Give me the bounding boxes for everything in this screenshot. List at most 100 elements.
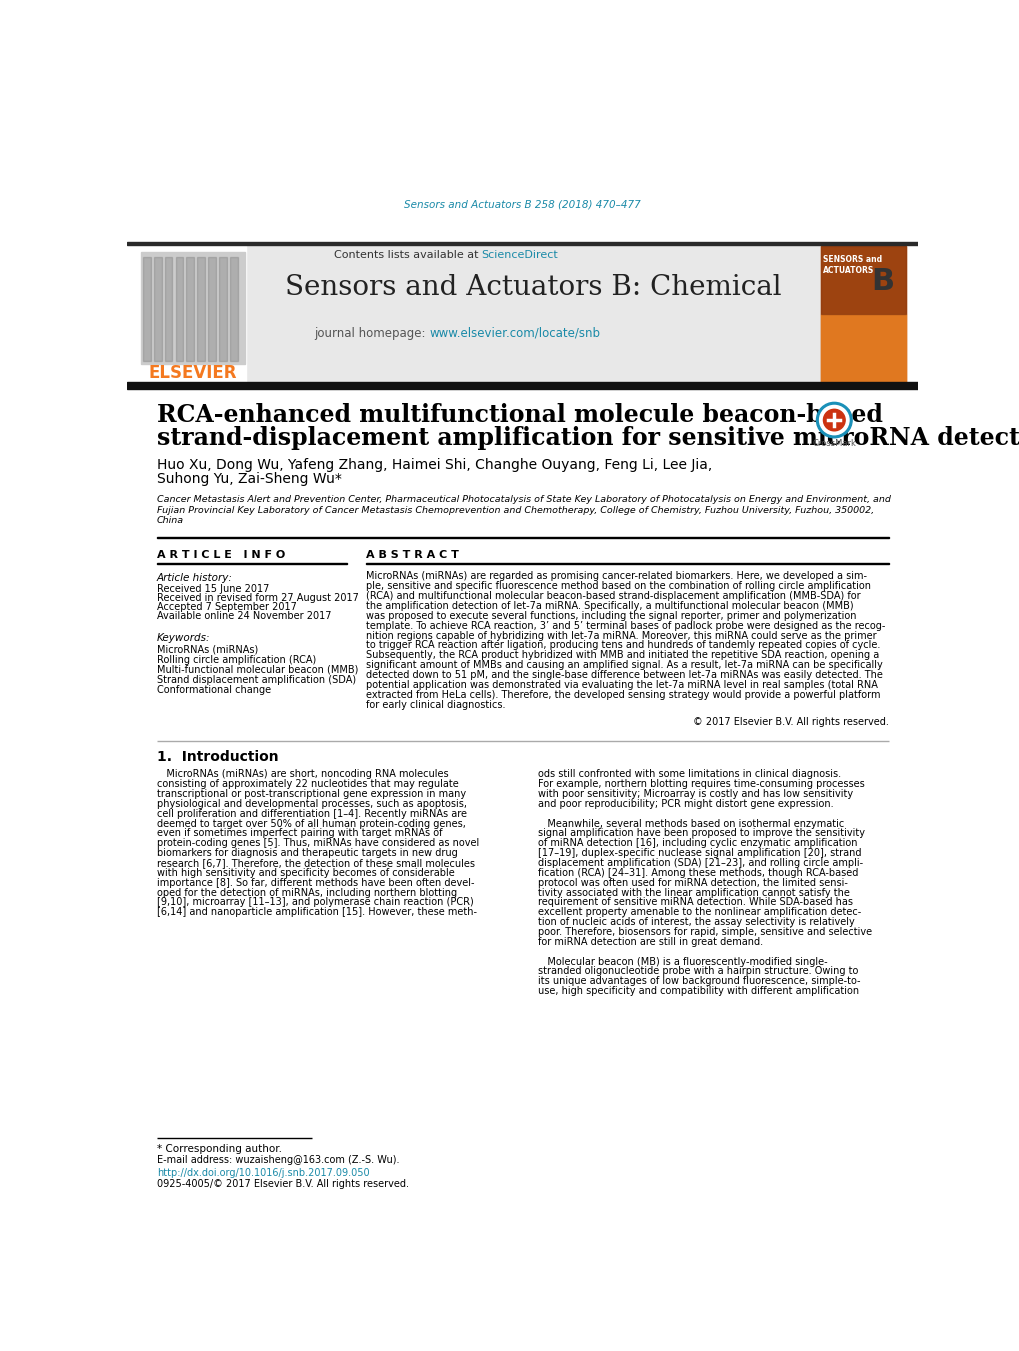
Bar: [219, 257, 226, 361]
Circle shape: [822, 409, 845, 431]
Text: was proposed to execute several functions, including the signal reporter, primer: was proposed to execute several function…: [366, 611, 856, 621]
Text: cell proliferation and differentiation [1–4]. Recently miRNAs are: cell proliferation and differentiation […: [157, 809, 467, 819]
Text: template. To achieve RCA reaction, 3’ and 5’ terminal bases of padlock probe wer: template. To achieve RCA reaction, 3’ an…: [366, 620, 884, 631]
Text: Multi-functional molecular beacon (MMB): Multi-functional molecular beacon (MMB): [157, 665, 358, 674]
Text: A B S T R A C T: A B S T R A C T: [366, 550, 459, 559]
Text: displacement amplification (SDA) [21–23], and rolling circle ampli-: displacement amplification (SDA) [21–23]…: [538, 858, 862, 867]
Text: research [6,7]. Therefore, the detection of these small molecules: research [6,7]. Therefore, the detection…: [157, 858, 475, 867]
Text: Cancer Metastasis Alert and Prevention Center, Pharmaceutical Photocatalysis of : Cancer Metastasis Alert and Prevention C…: [157, 494, 890, 504]
Text: the amplification detection of let-7a miRNA. Specifically, a multifunctional mol: the amplification detection of let-7a mi…: [366, 601, 853, 611]
Bar: [175, 257, 183, 361]
Text: strand-displacement amplification for sensitive microRNA detection: strand-displacement amplification for se…: [157, 426, 1019, 450]
Text: [17–19], duplex-specific nuclease signal amplification [20], strand: [17–19], duplex-specific nuclease signal…: [538, 848, 861, 858]
Text: © 2017 Elsevier B.V. All rights reserved.: © 2017 Elsevier B.V. All rights reserved…: [692, 717, 888, 727]
Bar: [186, 257, 194, 361]
Text: China: China: [157, 516, 183, 524]
Text: oped for the detection of miRNAs, including northern blotting: oped for the detection of miRNAs, includ…: [157, 888, 457, 897]
Text: and poor reproducibility; PCR might distort gene expression.: and poor reproducibility; PCR might dist…: [538, 798, 834, 809]
Text: detected down to 51 pM, and the single-base difference between let-7a miRNAs was: detected down to 51 pM, and the single-b…: [366, 670, 882, 680]
Text: importance [8]. So far, different methods have been often devel-: importance [8]. So far, different method…: [157, 878, 474, 888]
Text: Sensors and Actuators B: Chemical: Sensors and Actuators B: Chemical: [285, 274, 782, 301]
Text: Received 15 June 2017: Received 15 June 2017: [157, 584, 269, 593]
Text: tivity associated with the linear amplification cannot satisfy the: tivity associated with the linear amplif…: [538, 888, 849, 897]
Text: A R T I C L E   I N F O: A R T I C L E I N F O: [157, 550, 285, 559]
Text: deemed to target over 50% of all human protein-coding genes,: deemed to target over 50% of all human p…: [157, 819, 466, 828]
Text: MicroRNAs (miRNAs): MicroRNAs (miRNAs): [157, 644, 258, 654]
Text: Received in revised form 27 August 2017: Received in revised form 27 August 2017: [157, 593, 359, 603]
Text: tion of nucleic acids of interest, the assay selectivity is relatively: tion of nucleic acids of interest, the a…: [538, 917, 854, 927]
Text: journal homepage:: journal homepage:: [314, 327, 429, 339]
Text: with high sensitivity and specificity becomes of considerable: with high sensitivity and specificity be…: [157, 867, 454, 878]
Text: Rolling circle amplification (RCA): Rolling circle amplification (RCA): [157, 654, 316, 665]
Text: Molecular beacon (MB) is a fluorescently-modified single-: Molecular beacon (MB) is a fluorescently…: [538, 957, 827, 966]
Text: www.elsevier.com/locate/snb: www.elsevier.com/locate/snb: [429, 327, 600, 339]
Text: Suhong Yu, Zai-Sheng Wu*: Suhong Yu, Zai-Sheng Wu*: [157, 473, 341, 486]
Circle shape: [819, 405, 848, 435]
Bar: [197, 257, 205, 361]
Text: protein-coding genes [5]. Thus, miRNAs have considered as novel: protein-coding genes [5]. Thus, miRNAs h…: [157, 838, 479, 848]
Text: of miRNA detection [16], including cyclic enzymatic amplification: of miRNA detection [16], including cycli…: [538, 838, 857, 848]
Bar: [820, 246, 906, 384]
Text: Sensors and Actuators B 258 (2018) 470–477: Sensors and Actuators B 258 (2018) 470–4…: [404, 200, 641, 209]
Bar: [141, 253, 245, 363]
Text: excellent property amenable to the nonlinear amplification detec-: excellent property amenable to the nonli…: [538, 908, 861, 917]
Text: Article history:: Article history:: [157, 573, 232, 582]
Text: biomarkers for diagnosis and therapeutic targets in new drug: biomarkers for diagnosis and therapeutic…: [157, 848, 458, 858]
Text: 1.  Introduction: 1. Introduction: [157, 750, 278, 765]
Circle shape: [815, 403, 851, 438]
Bar: [143, 257, 151, 361]
Text: B: B: [871, 267, 894, 296]
Text: 0925-4005/© 2017 Elsevier B.V. All rights reserved.: 0925-4005/© 2017 Elsevier B.V. All right…: [157, 1179, 409, 1189]
Bar: [820, 313, 906, 384]
Text: MicroRNAs (miRNAs) are short, noncoding RNA molecules: MicroRNAs (miRNAs) are short, noncoding …: [157, 769, 448, 780]
Text: ELSEVIER: ELSEVIER: [148, 365, 236, 382]
Text: signal amplification have been proposed to improve the sensitivity: signal amplification have been proposed …: [538, 828, 864, 839]
Text: for miRNA detection are still in great demand.: for miRNA detection are still in great d…: [538, 936, 762, 947]
Text: (RCA) and multifunctional molecular beacon-based strand-displacement amplificati: (RCA) and multifunctional molecular beac…: [366, 592, 860, 601]
Text: ods still confronted with some limitations in clinical diagnosis.: ods still confronted with some limitatio…: [538, 769, 841, 780]
Text: transcriptional or post-transcriptional gene expression in many: transcriptional or post-transcriptional …: [157, 789, 466, 798]
Text: consisting of approximately 22 nucleotides that may regulate: consisting of approximately 22 nucleotid…: [157, 780, 459, 789]
Text: requirement of sensitive miRNA detection. While SDA-based has: requirement of sensitive miRNA detection…: [538, 897, 853, 908]
Text: * Corresponding author.: * Corresponding author.: [157, 1144, 281, 1154]
Text: fication (RCA) [24–31]. Among these methods, though RCA-based: fication (RCA) [24–31]. Among these meth…: [538, 867, 858, 878]
Text: with poor sensitivity; Microarray is costly and has low sensitivity: with poor sensitivity; Microarray is cos…: [538, 789, 853, 798]
Bar: [127, 382, 917, 389]
Text: Huo Xu, Dong Wu, Yafeng Zhang, Haimei Shi, Changhe Ouyang, Feng Li, Lee Jia,: Huo Xu, Dong Wu, Yafeng Zhang, Haimei Sh…: [157, 458, 711, 471]
Text: potential application was demonstrated via evaluating the let-7a miRNA level in : potential application was demonstrated v…: [366, 680, 877, 690]
Text: MicroRNAs (miRNAs) are regarded as promising cancer-related biomarkers. Here, we: MicroRNAs (miRNAs) are regarded as promi…: [366, 571, 866, 581]
Text: stranded oligonucleotide probe with a hairpin structure. Owing to: stranded oligonucleotide probe with a ha…: [538, 966, 858, 977]
Bar: [164, 257, 172, 361]
Text: E-mail address: wuzaisheng@163.com (Z.-S. Wu).: E-mail address: wuzaisheng@163.com (Z.-S…: [157, 1155, 399, 1165]
Text: Strand displacement amplification (SDA): Strand displacement amplification (SDA): [157, 674, 356, 685]
Text: for early clinical diagnostics.: for early clinical diagnostics.: [366, 700, 505, 709]
Text: physiological and developmental processes, such as apoptosis,: physiological and developmental processe…: [157, 798, 467, 809]
Text: RCA-enhanced multifunctional molecule beacon-based: RCA-enhanced multifunctional molecule be…: [157, 403, 882, 427]
Bar: [820, 246, 906, 313]
Text: nition regions capable of hybridizing with let-7a miRNA. Moreover, this miRNA co: nition regions capable of hybridizing wi…: [366, 631, 876, 640]
Text: poor. Therefore, biosensors for rapid, simple, sensitive and selective: poor. Therefore, biosensors for rapid, s…: [538, 927, 871, 938]
Bar: [154, 257, 161, 361]
Text: significant amount of MMBs and causing an amplified signal. As a result, let-7a : significant amount of MMBs and causing a…: [366, 661, 882, 670]
Bar: [127, 242, 917, 245]
Text: CrossMark: CrossMark: [811, 439, 855, 447]
Text: Contents lists available at: Contents lists available at: [333, 250, 481, 259]
Text: Meanwhile, several methods based on isothermal enzymatic: Meanwhile, several methods based on isot…: [538, 819, 844, 828]
Text: ple, sensitive and specific fluorescence method based on the combination of roll: ple, sensitive and specific fluorescence…: [366, 581, 870, 592]
Text: Accepted 7 September 2017: Accepted 7 September 2017: [157, 603, 297, 612]
Bar: [208, 257, 216, 361]
Text: For example, northern blotting requires time-consuming processes: For example, northern blotting requires …: [538, 780, 864, 789]
Text: extracted from HeLa cells). Therefore, the developed sensing strategy would prov: extracted from HeLa cells). Therefore, t…: [366, 689, 879, 700]
Text: Conformational change: Conformational change: [157, 685, 271, 694]
Text: Subsequently, the RCA product hybridized with MMB and initiated the repetitive S: Subsequently, the RCA product hybridized…: [366, 650, 878, 661]
Text: ScienceDirect: ScienceDirect: [481, 250, 557, 259]
Text: even if sometimes imperfect pairing with target mRNAs of: even if sometimes imperfect pairing with…: [157, 828, 442, 839]
Bar: [229, 257, 237, 361]
Text: protocol was often used for miRNA detection, the limited sensi-: protocol was often used for miRNA detect…: [538, 878, 847, 888]
Text: to trigger RCA reaction after ligation, producing tens and hundreds of tandemly : to trigger RCA reaction after ligation, …: [366, 640, 879, 650]
Bar: [246, 246, 820, 384]
Text: Available online 24 November 2017: Available online 24 November 2017: [157, 612, 331, 621]
Text: [6,14] and nanoparticle amplification [15]. However, these meth-: [6,14] and nanoparticle amplification [1…: [157, 908, 477, 917]
Bar: [139, 246, 246, 384]
Text: Keywords:: Keywords:: [157, 634, 210, 643]
